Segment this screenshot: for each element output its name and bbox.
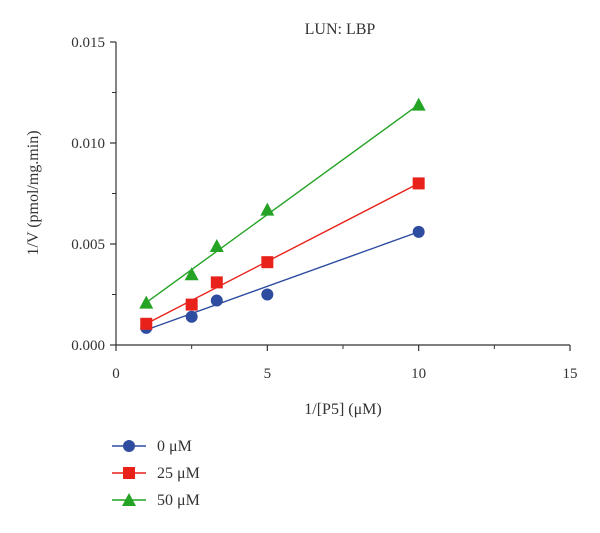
- legend-label: 0 μM: [157, 438, 192, 455]
- data-point: [185, 310, 198, 323]
- y-tick-label: 0.005: [71, 237, 105, 253]
- legend-marker: [123, 440, 135, 452]
- axis-ticks: 0 5 10 15 0.000 0.005 0.010 0.015: [71, 35, 577, 382]
- fit-lines: [145, 104, 420, 331]
- x-tick-label: 15: [563, 366, 578, 382]
- x-tick-label: 10: [411, 366, 426, 382]
- data-points: [139, 97, 426, 334]
- y-axis-title: 1/V (pmol/mg.min): [25, 130, 42, 255]
- y-tick-label: 0.000: [71, 338, 105, 354]
- legend-marker: [123, 467, 135, 479]
- data-point: [261, 288, 274, 301]
- y-tick-label: 0.015: [71, 35, 105, 51]
- data-point: [411, 97, 426, 111]
- data-point: [261, 256, 274, 269]
- x-axis-title: 1/[P5] (μM): [304, 401, 381, 418]
- data-point: [185, 298, 198, 311]
- data-point: [210, 294, 223, 307]
- data-point: [184, 267, 199, 281]
- plot-axes: [115, 42, 570, 346]
- data-point: [412, 225, 425, 238]
- legend-label: 50 μM: [157, 492, 200, 509]
- data-point: [209, 239, 224, 253]
- legend-label: 25 μM: [157, 465, 200, 482]
- chart-title: LUN: LBP: [305, 21, 376, 38]
- y-tick-label: 0.010: [71, 136, 105, 152]
- legend: 0 μM 25 μM 50 μM: [112, 438, 200, 509]
- data-point: [260, 202, 275, 216]
- x-tick-label: 5: [264, 366, 272, 382]
- legend-marker: [122, 493, 136, 506]
- data-point: [140, 317, 153, 330]
- data-point: [210, 276, 223, 289]
- fit-line: [145, 104, 420, 304]
- data-point: [139, 295, 154, 309]
- x-tick-label: 0: [112, 366, 120, 382]
- data-point: [412, 177, 425, 190]
